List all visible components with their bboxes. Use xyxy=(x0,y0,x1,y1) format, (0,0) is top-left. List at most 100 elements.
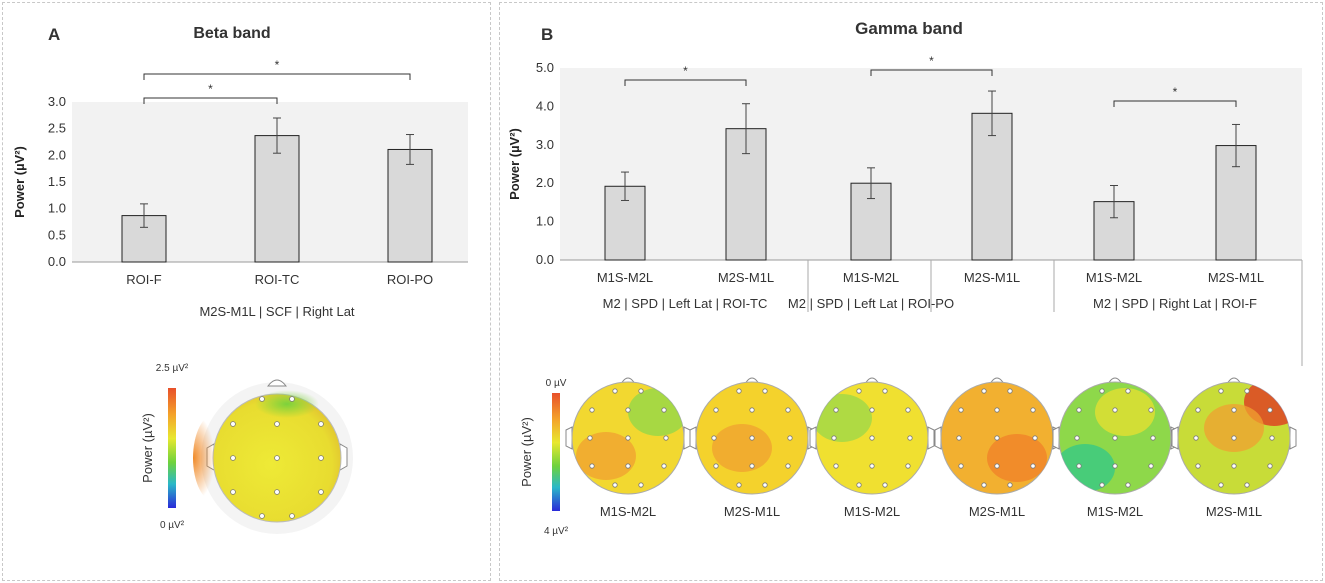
group-label: M2 | SPD | Left Lat | ROI-TC xyxy=(603,296,768,311)
topomap-electrodes xyxy=(587,388,669,488)
x-tick-label: M2S-M1L xyxy=(718,270,774,285)
electrode xyxy=(625,435,631,441)
electrode xyxy=(661,407,667,413)
electrode xyxy=(856,388,862,394)
significance-star: * xyxy=(208,82,213,96)
x-tick-label: ROI-TC xyxy=(255,272,300,287)
electrode xyxy=(1076,407,1082,413)
electrode xyxy=(882,388,888,394)
x-tick-label: M2S-M1L xyxy=(964,270,1020,285)
x-tick-label: ROI-PO xyxy=(387,272,433,287)
topomap-right-ear xyxy=(927,426,935,450)
electrode xyxy=(749,463,755,469)
electrode xyxy=(1267,407,1273,413)
topomap-hotspot xyxy=(712,424,772,472)
topomap-right-ear xyxy=(1289,426,1297,450)
topomap-left-ear xyxy=(1052,426,1060,450)
gamma-colorbar-top: 0 µV xyxy=(546,378,567,389)
electrode xyxy=(981,482,987,488)
electrode xyxy=(833,463,839,469)
y-tick-label: 0.0 xyxy=(536,252,554,267)
x-tick-label: M2S-M1L xyxy=(1208,270,1264,285)
electrode xyxy=(1269,435,1275,441)
topomap-hotspot xyxy=(987,434,1047,482)
gamma-topomap: M2S-M1L xyxy=(1171,377,1297,519)
electrode xyxy=(1193,435,1199,441)
electrode xyxy=(1030,407,1036,413)
beta-x-axis-label: M2S-M1L | SCF | Right Lat xyxy=(199,304,354,319)
electrode xyxy=(1244,482,1250,488)
topomap-label: M2S-M1L xyxy=(1206,504,1262,519)
gamma-colorbar-bottom: 4 µV² xyxy=(544,526,569,537)
electrode xyxy=(994,463,1000,469)
electrode xyxy=(612,482,618,488)
gamma-topomap: M1S-M2L xyxy=(565,377,691,519)
topomap-left-ear xyxy=(565,426,573,450)
electrode xyxy=(1148,463,1154,469)
electrode xyxy=(589,407,595,413)
significance-star: * xyxy=(275,58,280,72)
electrode xyxy=(1218,388,1224,394)
gamma-chart-title: Gamma band xyxy=(855,19,963,38)
topomap-electrodes xyxy=(1074,388,1156,488)
y-tick-label: 3.0 xyxy=(48,94,66,109)
significance-star: * xyxy=(683,64,688,78)
electrode xyxy=(587,435,593,441)
panel-a-frame xyxy=(2,2,491,581)
y-tick-label: 2.5 xyxy=(48,121,66,136)
group-label: M2 | SPD | Left Lat | ROI-PO xyxy=(788,296,954,311)
beta-colorbar-min: 0 µV² xyxy=(160,520,185,531)
y-tick-label: 1.0 xyxy=(48,201,66,216)
electrode xyxy=(956,435,962,441)
electrode xyxy=(958,463,964,469)
beta-chart-title: Beta band xyxy=(193,25,270,42)
electrode xyxy=(882,482,888,488)
electrode xyxy=(713,407,719,413)
topomap-hotspots xyxy=(987,434,1047,482)
electrode xyxy=(1125,482,1131,488)
electrode xyxy=(787,435,793,441)
topomap-label: M1S-M2L xyxy=(600,504,656,519)
electrode xyxy=(1148,407,1154,413)
electrode xyxy=(1112,407,1118,413)
significance-bracket xyxy=(624,79,747,86)
y-tick-label: 1.0 xyxy=(536,214,554,229)
topomap-label: M2S-M1L xyxy=(969,504,1025,519)
y-tick-label: 3.0 xyxy=(536,137,554,152)
electrode xyxy=(869,435,875,441)
gamma-colorbar-axis-label: Power (µV²) xyxy=(519,417,534,487)
y-tick-label: 2.0 xyxy=(48,147,66,162)
topomap-hotspots xyxy=(816,394,872,442)
electrode xyxy=(638,482,644,488)
electrode xyxy=(869,463,875,469)
y-tick-label: 0.0 xyxy=(48,254,66,269)
electrode xyxy=(736,388,742,394)
topomap-electrodes xyxy=(711,388,793,488)
topomap-right-ear xyxy=(683,426,691,450)
topomap-hotspot xyxy=(1095,388,1155,436)
electrode xyxy=(1007,388,1013,394)
gamma-colorbar-gradient xyxy=(552,393,560,511)
beta-colorbar-axis-label: Power (µV²) xyxy=(140,413,155,483)
electrode xyxy=(856,482,862,488)
x-tick-label: M1S-M2L xyxy=(843,270,899,285)
electrode xyxy=(1076,463,1082,469)
topomap-hotspot xyxy=(816,394,872,442)
topomap-electrodes xyxy=(1193,388,1275,488)
electrode xyxy=(994,435,1000,441)
y-axis-label: Power (µV²) xyxy=(12,146,27,218)
electrode xyxy=(869,407,875,413)
gamma-topomap: M2S-M1L xyxy=(689,377,815,519)
significance-bracket xyxy=(870,69,993,76)
electrode xyxy=(994,407,1000,413)
electrode xyxy=(833,407,839,413)
bar-roi-tc xyxy=(254,135,300,263)
beta-colorbar-max: 2.5 µV² xyxy=(156,363,189,374)
topomap-hotspot xyxy=(628,388,684,436)
gamma-band-chart: 0.0 1.0 2.0 3.0 4.0 5.0 Power (µV²) M1S-M2L M2S-… xyxy=(507,54,1303,366)
panel-a-letter: A xyxy=(48,25,60,44)
electrode xyxy=(1032,435,1038,441)
electrode xyxy=(1231,463,1237,469)
topomap-hotspots xyxy=(712,424,772,472)
